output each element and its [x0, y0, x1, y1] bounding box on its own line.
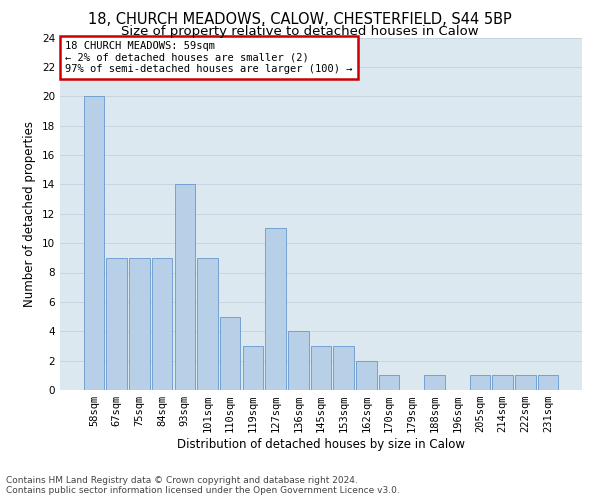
Bar — [515, 376, 536, 390]
Bar — [152, 258, 172, 390]
Bar — [220, 316, 241, 390]
Bar — [106, 258, 127, 390]
Bar — [84, 96, 104, 390]
Bar — [334, 346, 354, 390]
Bar — [379, 376, 400, 390]
Bar — [538, 376, 558, 390]
Bar — [129, 258, 149, 390]
Text: Contains HM Land Registry data © Crown copyright and database right 2024.
Contai: Contains HM Land Registry data © Crown c… — [6, 476, 400, 495]
Bar — [356, 360, 377, 390]
Bar — [197, 258, 218, 390]
X-axis label: Distribution of detached houses by size in Calow: Distribution of detached houses by size … — [177, 438, 465, 451]
Text: 18, CHURCH MEADOWS, CALOW, CHESTERFIELD, S44 5BP: 18, CHURCH MEADOWS, CALOW, CHESTERFIELD,… — [88, 12, 512, 28]
Bar — [242, 346, 263, 390]
Bar — [493, 376, 513, 390]
Bar — [175, 184, 195, 390]
Bar — [470, 376, 490, 390]
Text: 18 CHURCH MEADOWS: 59sqm
← 2% of detached houses are smaller (2)
97% of semi-det: 18 CHURCH MEADOWS: 59sqm ← 2% of detache… — [65, 41, 353, 74]
Bar — [311, 346, 331, 390]
Bar — [265, 228, 286, 390]
Y-axis label: Number of detached properties: Number of detached properties — [23, 120, 37, 306]
Bar — [288, 331, 308, 390]
Text: Size of property relative to detached houses in Calow: Size of property relative to detached ho… — [121, 25, 479, 38]
Bar — [424, 376, 445, 390]
